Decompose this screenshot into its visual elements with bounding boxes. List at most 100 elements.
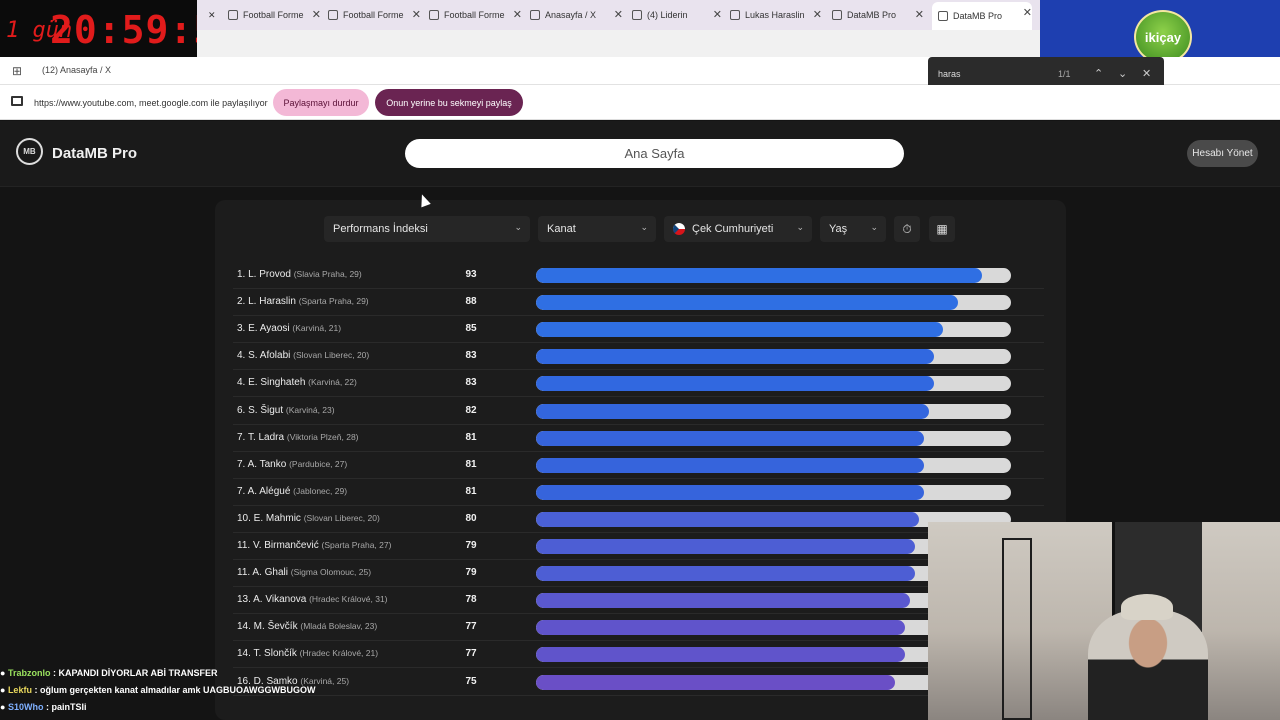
browser-tab[interactable]: (4) Liderin ✕ [632, 4, 722, 26]
tab-label: Football Forme [343, 10, 404, 20]
player-row[interactable]: 3. E. Ayaosi (Karviná, 21) 85 [233, 316, 1044, 344]
tab-close-icon[interactable]: ✕ [512, 9, 522, 21]
home-search-bar[interactable]: Ana Sayfa [405, 139, 904, 168]
player-row[interactable]: 7. T. Ladra (Viktoria Plzeň, 28) 81 [233, 425, 1044, 452]
address-bar-area [197, 30, 1040, 57]
browser-tab[interactable]: Anasayfa / X ✕ [530, 4, 623, 26]
find-prev-icon[interactable]: ⌃ [1094, 68, 1104, 80]
player-row[interactable]: 4. S. Afolabi (Slovan Liberec, 20) 83 [233, 343, 1044, 371]
player-row[interactable]: 16. D. Samko (Karviná, 25) 75 [233, 669, 1044, 696]
chevron-down-icon: ⌄ [870, 222, 878, 232]
score-bar-track [536, 593, 1011, 609]
browser-tab[interactable]: Football Forme ✕ [228, 4, 321, 26]
tab-favicon-icon [730, 10, 740, 20]
player-score: 79 [465, 567, 477, 579]
chat-text: : KAPANDI DİYORLAR ABİ TRANSFER [52, 668, 218, 678]
bookmark-item[interactable]: (12) Anasayfa / X [42, 65, 112, 75]
browser-tab[interactable]: Football Forme ✕ [328, 4, 421, 26]
score-bar-track [536, 403, 1011, 419]
chat-message: ● Lekfu : oğlum gerçekten kanat almadıla… [0, 685, 316, 695]
player-name-text: 7. T. Ladra [237, 431, 285, 443]
player-score: 88 [465, 296, 477, 308]
position-dropdown-label: Kanat [547, 223, 576, 235]
player-name: 11. A. Ghali (Sigma Olomouc, 25) [237, 567, 371, 578]
tab-close-icon[interactable]: ✕ [311, 9, 321, 21]
browser-tab[interactable]: Lukas Haraslin ✕ [730, 4, 822, 26]
player-club: (Hradec Králové, 31) [309, 594, 388, 605]
app-name[interactable]: DataMB Pro [52, 145, 138, 162]
browser-tab[interactable]: Football Forme ✕ [429, 4, 522, 26]
player-row[interactable]: 11. V. Birmančević (Sparta Praha, 27) 79 [233, 533, 1044, 560]
player-score: 79 [465, 540, 477, 551]
score-bar-fill [536, 647, 906, 663]
tab-close-icon[interactable]: ✕ [1022, 7, 1032, 19]
tab-favicon-icon [328, 10, 338, 20]
player-row[interactable]: 2. L. Haraslin (Sparta Praha, 29) 88 [233, 289, 1044, 317]
tab-close-icon[interactable]: ✕ [208, 9, 216, 20]
player-score: 83 [465, 350, 477, 362]
find-count: 1/1 [1058, 69, 1071, 79]
webcam-streamer-hair [1121, 594, 1173, 620]
player-score: 93 [465, 269, 477, 280]
app-logo-icon[interactable]: MB [16, 138, 43, 165]
tab-close-icon[interactable]: ✕ [613, 9, 623, 21]
age-dropdown[interactable]: Yaş ⌄ [820, 216, 886, 242]
score-bar-fill [536, 376, 935, 392]
player-name-text: 6. S. Šigut [237, 404, 284, 416]
player-row[interactable]: 1. L. Provod (Slavia Praha, 29) 93 [233, 262, 1044, 289]
player-club: (Pardubice, 27) [289, 458, 348, 469]
player-row[interactable]: 7. A. Tanko (Pardubice, 27) 81 [233, 452, 1044, 479]
metric-dropdown-label: Performans İndeksi [333, 223, 428, 235]
player-score: 85 [465, 323, 477, 335]
tab-label: DataMB Pro [847, 10, 897, 20]
share-this-tab-button[interactable]: Onun yerine bu sekmeyi paylaş [375, 89, 523, 116]
score-bar-fill [536, 430, 925, 446]
score-bar-track [536, 674, 1011, 690]
score-bar-track [536, 295, 1011, 311]
browser-tab[interactable]: DataMB Pro ✕ [832, 4, 924, 26]
manage-account-button[interactable]: Hesabı Yönet [1187, 140, 1258, 167]
metric-dropdown[interactable]: Performans İndeksi ⌄ [324, 216, 530, 242]
find-input[interactable]: haras [938, 69, 961, 79]
player-row[interactable]: 14. T. Slončík (Hradec Králové, 21) 77 [233, 641, 1044, 669]
player-row[interactable]: 4. E. Singhateh (Karviná, 22) 83 [233, 370, 1044, 398]
player-name-text: 2. L. Haraslin [237, 296, 296, 308]
player-row[interactable]: 13. A. Vikanova (Hradec Králové, 31) 78 [233, 587, 1044, 615]
player-row[interactable]: 14. M. Ševčík (Mladá Boleslav, 23) 77 [233, 614, 1044, 642]
stop-sharing-button[interactable]: Paylaşmayı durdur [273, 89, 369, 116]
screen-share-text: https://www.youtube.com, meet.google.com… [34, 98, 268, 108]
player-row[interactable]: 7. A. Alégué (Jablonec, 29) 81 [233, 479, 1044, 506]
tab-close-icon[interactable]: ✕ [411, 9, 421, 21]
player-name: 4. E. Singhateh (Karviná, 22) [237, 377, 357, 388]
player-score: 83 [465, 377, 477, 389]
tab-close-icon[interactable]: ✕ [712, 9, 722, 21]
tab-favicon-icon [228, 10, 238, 20]
find-next-icon[interactable]: ⌄ [1118, 68, 1128, 80]
age-dropdown-label: Yaş [829, 223, 848, 235]
player-club: (Jablonec, 29) [293, 485, 348, 496]
player-row[interactable]: 6. S. Šigut (Karviná, 23) 82 [233, 398, 1044, 425]
chat-username: Lekfu [7, 685, 32, 695]
player-row[interactable]: 11. A. Ghali (Sigma Olomouc, 25) 79 [233, 560, 1044, 588]
player-club: (Slavia Praha, 29) [293, 269, 362, 279]
score-bar-track [536, 511, 1011, 527]
country-dropdown[interactable]: Çek Cumhuriyeti ⌄ [664, 216, 812, 242]
tab-close-icon[interactable]: ✕ [914, 9, 924, 21]
apps-grid-icon[interactable]: ⊞ [12, 64, 23, 78]
score-bar-track [536, 376, 1011, 392]
player-club: (Karviná, 25) [300, 675, 350, 686]
calendar-icon[interactable]: ▦ [929, 216, 955, 242]
browser-tab[interactable]: DataMB Pro ✕ [932, 2, 1032, 30]
player-name-text: 10. E. Mahmic [237, 512, 301, 524]
webcam-overlay [928, 522, 1280, 720]
tab-close-icon[interactable]: ✕ [812, 9, 822, 21]
position-dropdown[interactable]: Kanat ⌄ [538, 216, 656, 242]
player-name-text: 7. A. Tanko [237, 458, 287, 470]
player-row[interactable]: 10. E. Mahmic (Slovan Liberec, 20) 80 [233, 506, 1044, 533]
find-close-icon[interactable]: ✕ [1142, 68, 1152, 80]
player-club: (Karviná, 21) [292, 323, 342, 334]
timer-icon[interactable]: ⏱ [894, 216, 920, 242]
chevron-down-icon: ⌄ [796, 222, 804, 232]
score-bar-fill [536, 674, 896, 690]
player-name-text: 11. A. Ghali [237, 567, 288, 579]
